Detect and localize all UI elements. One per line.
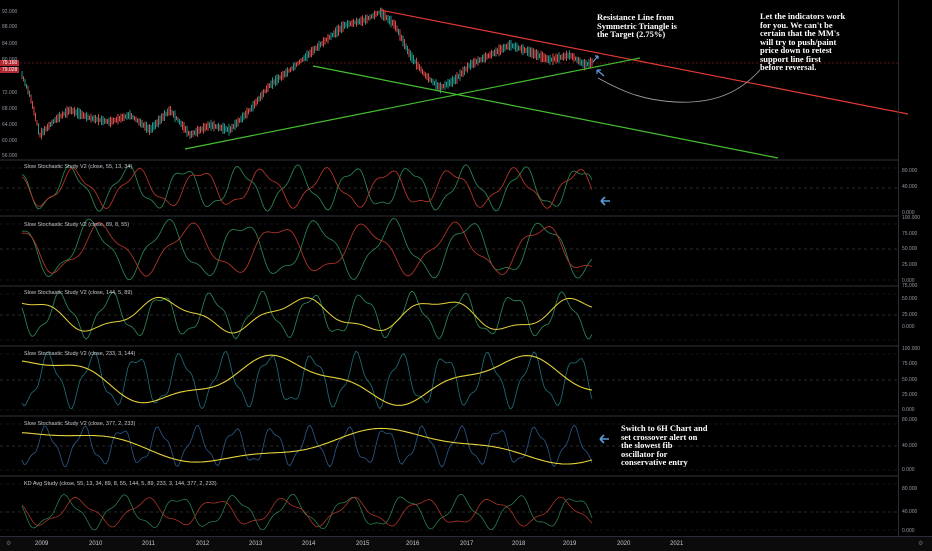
oscillator-slow-line (21, 427, 593, 465)
x-tick: 2016 (406, 541, 420, 547)
price-tick: 64.000 (2, 122, 18, 128)
pane-tick: 50.000 (902, 246, 918, 252)
price-badge-high: 79.160 (0, 60, 20, 66)
pane-label-kd-avg[interactable]: KD Avg Study (close, 55, 13, 34, 89, 8, … (24, 481, 217, 487)
annotation-line: support line first (760, 53, 821, 64)
x-tick: 2011 (142, 541, 155, 547)
arrow-down-icon (596, 69, 605, 77)
rising-support-trendline (184, 57, 641, 150)
x-tick: 2015 (356, 541, 370, 547)
annotation-line: certain that the MM's (760, 28, 840, 38)
pane-tick: 75.000 (902, 361, 918, 367)
x-tick: 2017 (460, 541, 474, 547)
annotation-line: will try to push/paint (760, 36, 837, 47)
x-tick: 2019 (563, 541, 577, 547)
projection-curve (597, 69, 761, 103)
pane-tick: 100.000 (902, 215, 921, 221)
price-tick: 72.000 (2, 90, 18, 96)
oscillator-fast-line (21, 350, 593, 410)
pane-tick: 0.000 (902, 467, 915, 473)
pane-tick: 75.000 (902, 283, 918, 289)
x-tick: 2012 (196, 541, 210, 547)
pane-tick: 40.000 (902, 443, 918, 449)
arrow-left-icon (600, 196, 610, 206)
scale-toggle-icon[interactable]: ⚙ (918, 541, 924, 547)
resistance-trendline (379, 9, 909, 115)
annotation-line: oscillator for (621, 448, 668, 459)
x-tick: 2021 (670, 541, 684, 547)
pane-tick: 100.000 (902, 346, 921, 352)
annotation-line: Switch to 6H Chart and (621, 423, 708, 433)
x-tick: 2020 (617, 541, 631, 547)
oscillator-fast-line (21, 424, 593, 468)
pane-tick: 25.000 (902, 392, 918, 398)
pane-label-stoch-377[interactable]: Slow Stochastic Study V2 (close, 377, 2,… (24, 421, 136, 427)
indicators-annotation: Let the indicators work for you. We can'… (760, 12, 845, 72)
price-tick: 88.000 (2, 24, 18, 30)
pane-tick: 25.000 (902, 312, 918, 318)
annotation-line: for you. We can't be (760, 19, 833, 30)
x-tick: 2018 (512, 541, 526, 547)
pane-tick: 25.000 (902, 262, 918, 268)
oscillator-slow-line (21, 296, 593, 334)
annotation-line: the Target (2.75%) (597, 29, 666, 39)
pane-tick: 0.000 (902, 278, 915, 284)
annotation-line: Resistance Line from (597, 12, 674, 22)
price-tick: 92.000 (2, 9, 18, 15)
x-tick: 2010 (89, 541, 103, 547)
oscillator-slow-line (21, 221, 593, 277)
oscillator-fast-line (21, 217, 593, 281)
pane-tick: 0.000 (902, 407, 915, 413)
pane-tick: 0.000 (902, 528, 915, 534)
pane-tick: 80.000 (902, 168, 918, 174)
oscillator-slow-line (21, 354, 593, 406)
pane-tick: 40.000 (902, 509, 918, 515)
pane-tick: 80.000 (902, 417, 918, 423)
gear-icon[interactable]: ⚙ (6, 541, 12, 547)
annotation-line: Symmetric Triangle is (597, 20, 677, 31)
annotation-line: price down to retest (760, 45, 832, 55)
oscillator-slow-line (21, 167, 593, 210)
kd-avg-slow-line (21, 496, 593, 528)
pane-tick: 50.000 (902, 377, 918, 383)
oscillator-fast-line (21, 164, 593, 212)
resistance-annotation: Resistance Line from Symmetric Triangle … (597, 13, 677, 39)
annotation-line: the slowest fib (621, 440, 673, 450)
pane-tick: 75.000 (902, 231, 918, 237)
falling-support-trendline (312, 65, 779, 159)
price-tick: 68.000 (2, 106, 18, 112)
switch-annotation: Switch to 6H Chart and set crossover ale… (621, 424, 707, 467)
price-tick: 84.000 (2, 41, 18, 47)
arrow-up-icon (592, 55, 599, 63)
annotation-line: conservative entry (621, 457, 688, 467)
time-axis[interactable] (0, 536, 932, 551)
pane-label-stoch-233[interactable]: Slow Stochastic Study V2 (close, 233, 3,… (24, 351, 136, 357)
pane-label-stoch-144[interactable]: Slow Stochastic Study V2 (close, 144, 5,… (24, 290, 133, 296)
pane-tick: 50.000 (902, 296, 918, 302)
price-tick: 56.000 (2, 153, 18, 159)
pane-label-stoch-89[interactable]: Slow Stochastic Study V2 (close, 89, 8, … (24, 222, 130, 228)
oscillator-fast-line (21, 290, 593, 340)
x-tick: 2014 (302, 541, 316, 547)
price-tick: 60.000 (2, 138, 18, 144)
price-axis[interactable] (898, 0, 932, 536)
price-badge-low: 79.028 (0, 67, 20, 73)
x-tick: 2013 (249, 541, 263, 547)
pane-tick: 80.000 (902, 486, 918, 492)
pane-tick: 40.000 (902, 184, 918, 190)
pane-tick: 0.000 (902, 324, 915, 330)
arrow-left-icon (599, 434, 609, 444)
x-tick: 2009 (35, 541, 49, 547)
annotation-line: before reversal. (760, 62, 817, 72)
pane-label-stoch-55[interactable]: Slow Stochastic Study V2 (close, 55, 13,… (24, 164, 133, 170)
annotation-line: set crossover alert on (621, 431, 698, 442)
pane-tick: 0.000 (902, 210, 915, 216)
annotation-line: Let the indicators work (760, 11, 846, 21)
